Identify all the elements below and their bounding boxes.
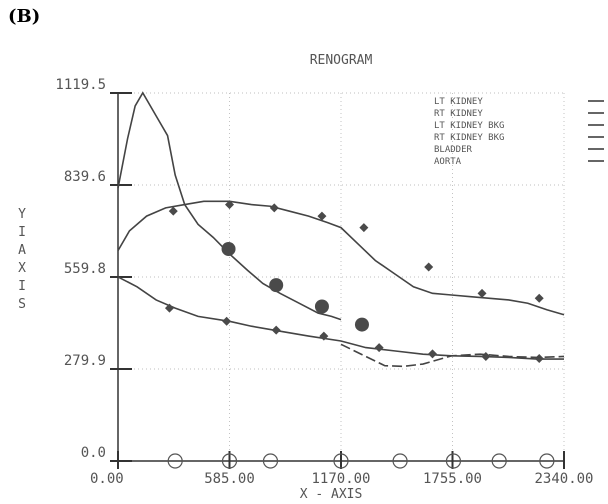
legend-label: LT KIDNEY BKG <box>434 121 504 131</box>
x-axis-marker <box>392 453 408 469</box>
series-point <box>374 343 384 353</box>
x-tick-label: 2340.00 <box>534 471 593 487</box>
x-tick-label: 585.00 <box>204 471 255 487</box>
series-point <box>225 200 234 210</box>
series-point <box>477 288 487 298</box>
y-tick-label: 0.0 <box>81 445 106 461</box>
y-tick-label: 559.8 <box>64 261 106 277</box>
y-axis-label-char: Y <box>18 207 26 222</box>
series-point <box>319 331 329 341</box>
x-axis-marker <box>262 453 279 469</box>
x-axis-marker <box>491 453 507 469</box>
series-point <box>271 325 281 335</box>
series-point <box>354 317 369 332</box>
x-axis-marker <box>333 453 349 469</box>
y-axis-label-char: I <box>18 225 26 240</box>
y-axis-label-char: I <box>18 279 26 294</box>
series-point <box>534 293 544 303</box>
y-axis-label-char: S <box>18 297 26 312</box>
x-tick-label: 1755.00 <box>423 471 482 487</box>
series-point <box>269 203 279 213</box>
series-point <box>221 241 236 256</box>
legend-label: AORTA <box>434 157 462 167</box>
series-point <box>359 223 369 233</box>
y-tick-label: 279.9 <box>64 353 106 369</box>
x-tick-label: 1170.00 <box>311 471 370 487</box>
legend-label: RT KIDNEY <box>434 109 483 119</box>
legend-label: BLADDER <box>434 145 473 155</box>
legend-label: RT KIDNEY BKG <box>434 133 504 143</box>
chart-title: RENOGRAM <box>310 53 373 68</box>
series-point <box>222 316 232 326</box>
series-line <box>117 91 342 321</box>
series-point <box>317 211 327 221</box>
y-tick-label: 839.6 <box>64 169 106 185</box>
x-axis-marker <box>167 453 183 469</box>
x-axis-marker <box>221 453 238 469</box>
legend-label: LT KIDNEY <box>434 97 483 107</box>
series-point <box>269 278 284 293</box>
series-point <box>481 351 491 361</box>
x-axis-label: X - AXIS <box>300 487 363 502</box>
panel-label: (B) <box>8 6 41 27</box>
series-point <box>314 299 329 314</box>
series-point <box>424 262 434 272</box>
x-axis-marker <box>445 453 462 469</box>
series-point <box>168 206 178 216</box>
series-point <box>427 349 437 359</box>
series-point <box>164 303 174 313</box>
series-line <box>340 343 565 368</box>
x-tick-label: 0.00 <box>90 471 124 487</box>
y-tick-label: 1119.5 <box>55 77 106 93</box>
y-axis-label-char: A <box>18 243 26 258</box>
x-axis-marker <box>539 453 555 469</box>
y-axis-label-char: X <box>18 261 26 276</box>
series-point <box>534 353 544 363</box>
